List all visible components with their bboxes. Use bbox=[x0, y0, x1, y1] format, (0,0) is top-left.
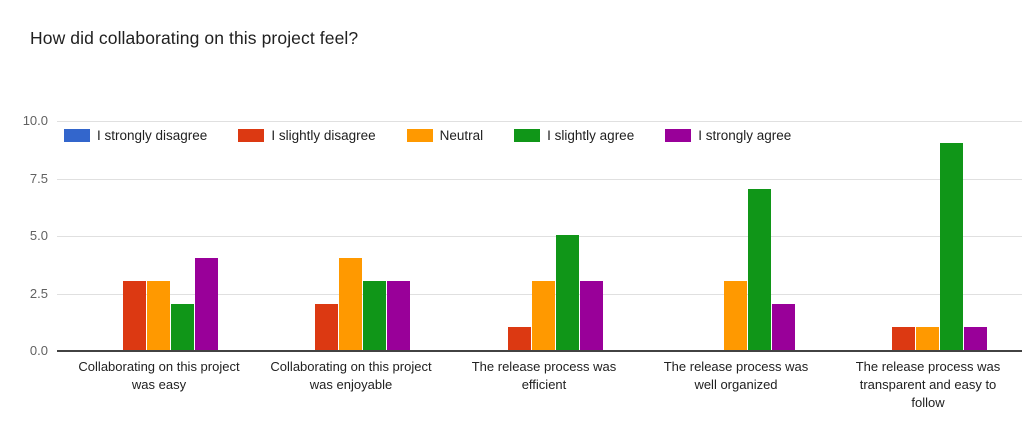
legend-swatch-neutral bbox=[406, 129, 433, 142]
legend-label: Neutral bbox=[439, 128, 484, 143]
y-axis-label-7.5: 7.5 bbox=[29, 171, 48, 186]
y-axis-label-0.0: 0.0 bbox=[29, 343, 48, 358]
bar-i-strongly-agree-cat3 bbox=[580, 281, 603, 350]
gridline-10.0 bbox=[57, 121, 1022, 122]
category-label-2: Collaborating on this project was enjoya… bbox=[270, 359, 432, 392]
category-label-1: Collaborating on this project was easy bbox=[78, 359, 240, 392]
bar-i-slightly-agree-cat5 bbox=[940, 143, 963, 350]
legend-item-i-strongly-agree: I strongly agree bbox=[665, 128, 791, 143]
bar-i-slightly-agree-cat4 bbox=[748, 189, 771, 350]
bar-i-slightly-disagree-cat5 bbox=[892, 327, 915, 350]
bar-i-slightly-disagree-cat3 bbox=[508, 327, 531, 350]
bar-i-slightly-agree-cat3 bbox=[556, 235, 579, 350]
category-label-5: The release process was transparent and … bbox=[855, 359, 1001, 410]
y-axis-label-2.5: 2.5 bbox=[29, 286, 48, 301]
bar-neutral-cat3 bbox=[532, 281, 555, 350]
legend-item-i-slightly-agree: I slightly agree bbox=[514, 128, 634, 143]
y-axis-label-5.0: 5.0 bbox=[29, 228, 48, 243]
legend-item-i-slightly-disagree: I slightly disagree bbox=[238, 128, 376, 143]
legend-swatch-i-strongly-disagree bbox=[64, 129, 90, 142]
category-label-3: The release process was efficient bbox=[471, 359, 617, 392]
legend-item-neutral: Neutral bbox=[406, 128, 484, 143]
gridline-7.5 bbox=[57, 179, 1022, 180]
bar-i-slightly-agree-cat2 bbox=[363, 281, 386, 350]
bar-i-strongly-agree-cat4 bbox=[772, 304, 795, 350]
x-axis-line bbox=[57, 350, 1022, 352]
bar-i-strongly-agree-cat1 bbox=[195, 258, 218, 350]
chart-legend: I strongly disagree I slightly disagree Ne… bbox=[64, 128, 791, 143]
legend-swatch-i-slightly-disagree bbox=[238, 129, 265, 142]
bar-i-slightly-agree-cat1 bbox=[171, 304, 194, 350]
bar-neutral-cat4 bbox=[724, 281, 747, 350]
legend-item-i-strongly-disagree: I strongly disagree bbox=[64, 128, 207, 143]
gridline-5.0 bbox=[57, 236, 1022, 237]
category-label-4: The release process was well organized bbox=[663, 359, 809, 392]
bar-i-strongly-agree-cat2 bbox=[387, 281, 410, 350]
y-axis-label-10.0: 10.0 bbox=[22, 113, 48, 128]
legend-label: I slightly agree bbox=[547, 128, 635, 143]
bar-neutral-cat2 bbox=[339, 258, 362, 350]
bar-i-slightly-disagree-cat1 bbox=[123, 281, 146, 350]
chart-title: How did collaborating on this project fe… bbox=[30, 28, 359, 48]
legend-label: I strongly agree bbox=[698, 128, 792, 143]
legend-label: I slightly disagree bbox=[271, 128, 376, 143]
legend-swatch-i-strongly-agree bbox=[665, 129, 692, 142]
bar-neutral-cat1 bbox=[147, 281, 170, 350]
legend-label: I strongly disagree bbox=[97, 128, 208, 143]
bar-i-strongly-agree-cat5 bbox=[964, 327, 987, 350]
bar-neutral-cat5 bbox=[916, 327, 939, 350]
bar-i-slightly-disagree-cat2 bbox=[315, 304, 338, 350]
legend-swatch-i-slightly-agree bbox=[514, 129, 541, 142]
